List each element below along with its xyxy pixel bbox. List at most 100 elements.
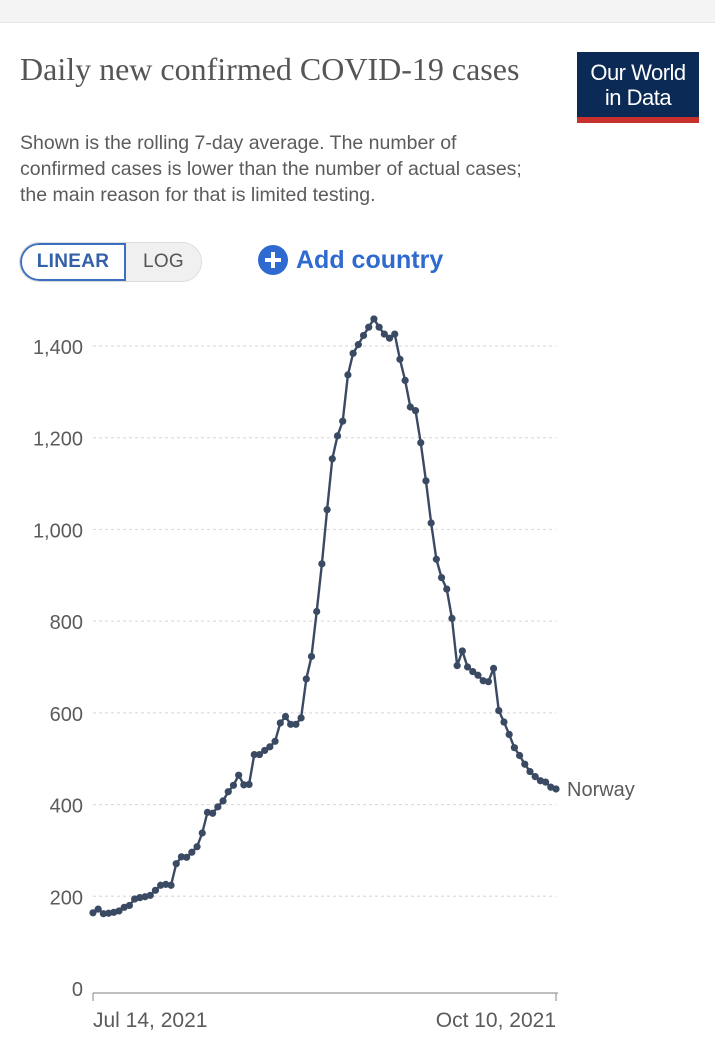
owid-logo[interactable]: Our World in Data: [577, 52, 699, 123]
data-point: [271, 737, 279, 745]
data-point: [89, 909, 97, 917]
x-tick-label-end: Oct 10, 2021: [436, 1009, 556, 1032]
data-point: [448, 614, 456, 622]
data-point: [427, 519, 435, 527]
data-point: [432, 555, 440, 563]
data-point: [115, 907, 123, 915]
data-point: [380, 330, 388, 338]
data-point: [177, 853, 186, 861]
logo-line-1: Our World: [590, 60, 686, 85]
y-tick-label: 0: [72, 979, 83, 1001]
data-point: [328, 455, 336, 463]
data-point: [146, 891, 154, 899]
data-point: [276, 719, 284, 727]
data-point: [484, 678, 492, 686]
data-point: [515, 751, 524, 760]
data-point: [463, 663, 472, 671]
y-tick-label: 1,400: [33, 337, 83, 359]
data-point: [219, 797, 227, 805]
chart-subtitle: Shown is the rolling 7-day average. The …: [20, 132, 522, 206]
data-point: [349, 349, 357, 357]
data-point: [385, 334, 394, 342]
data-point: [443, 585, 451, 593]
browser-top-bar: [0, 0, 715, 23]
data-point: [193, 843, 201, 851]
data-point: [474, 671, 482, 679]
data-point: [401, 376, 409, 384]
data-point: [458, 647, 466, 655]
data-point: [198, 829, 206, 837]
data-point: [391, 330, 399, 338]
add-country-button[interactable]: Add country: [258, 244, 443, 276]
data-point: [541, 778, 550, 786]
data-point: [375, 323, 383, 331]
data-point: [313, 607, 321, 616]
data-point: [333, 432, 342, 440]
data-point: [224, 788, 232, 796]
data-point: [297, 714, 305, 722]
data-point: [406, 403, 414, 411]
data-point: [151, 886, 160, 894]
data-point: [453, 662, 461, 670]
data-point: [307, 652, 316, 661]
data-point: [526, 767, 534, 776]
data-point: [531, 772, 539, 781]
data-point: [469, 667, 477, 676]
data-point: [318, 560, 326, 568]
log-scale-button[interactable]: LOG: [126, 243, 201, 281]
data-point: [359, 331, 368, 340]
data-point: [505, 730, 513, 739]
grid-lines: [93, 345, 556, 897]
data-point: [510, 744, 518, 752]
scale-toggle: LINEAR LOG: [19, 242, 202, 282]
data-point: [521, 760, 529, 768]
data-point: [323, 506, 331, 514]
data-point: [495, 706, 503, 715]
x-axis: Jul 14, 2021 Oct 10, 2021: [92, 992, 558, 1032]
line-chart: 0 200 400 600 800 1,000 1,200 1,400 Jul 14, 202…: [33, 315, 635, 1032]
y-tick-label: 400: [50, 796, 83, 818]
linear-scale-button[interactable]: LINEAR: [20, 243, 126, 281]
data-point: [281, 712, 290, 721]
data-point: [344, 371, 352, 379]
data-point: [354, 341, 362, 349]
data-point: [422, 477, 430, 485]
y-axis-ticks: 0 200 400 600 800 1,000 1,200 1,400: [33, 337, 83, 1001]
series-label-norway: Norway: [567, 779, 635, 801]
y-tick-label: 800: [50, 612, 83, 634]
plus-circle-icon: [258, 245, 288, 275]
data-point: [489, 664, 498, 672]
add-country-label: Add country: [296, 245, 444, 274]
series-norway: Norway: [89, 315, 635, 918]
data-point: [99, 910, 108, 918]
data-point: [240, 781, 248, 789]
data-point: [292, 720, 300, 728]
series-line-norway: [92, 317, 557, 915]
chart-title: Daily new confirmed COVID-19 cases: [20, 51, 520, 87]
data-point: [235, 771, 243, 779]
data-point: [500, 718, 508, 726]
data-point: [417, 439, 425, 447]
data-point: [188, 848, 196, 856]
data-point: [370, 315, 378, 323]
y-tick-label: 600: [50, 704, 83, 726]
data-point: [266, 743, 274, 751]
data-point: [214, 803, 222, 811]
data-point: [172, 860, 180, 868]
data-point: [552, 785, 560, 793]
logo-line-2: in Data: [604, 85, 672, 110]
data-point: [125, 901, 134, 910]
y-tick-label: 200: [50, 887, 83, 909]
x-tick-label-start: Jul 14, 2021: [93, 1009, 207, 1032]
data-point: [183, 853, 191, 861]
data-point: [261, 746, 269, 755]
data-point: [411, 407, 420, 415]
y-tick-label: 1,000: [33, 520, 83, 542]
data-point: [229, 781, 238, 789]
data-point: [287, 720, 295, 728]
data-point: [94, 905, 102, 913]
y-tick-label: 1,200: [33, 429, 83, 451]
data-point: [396, 355, 404, 363]
data-point: [167, 881, 175, 889]
data-point: [245, 780, 253, 788]
